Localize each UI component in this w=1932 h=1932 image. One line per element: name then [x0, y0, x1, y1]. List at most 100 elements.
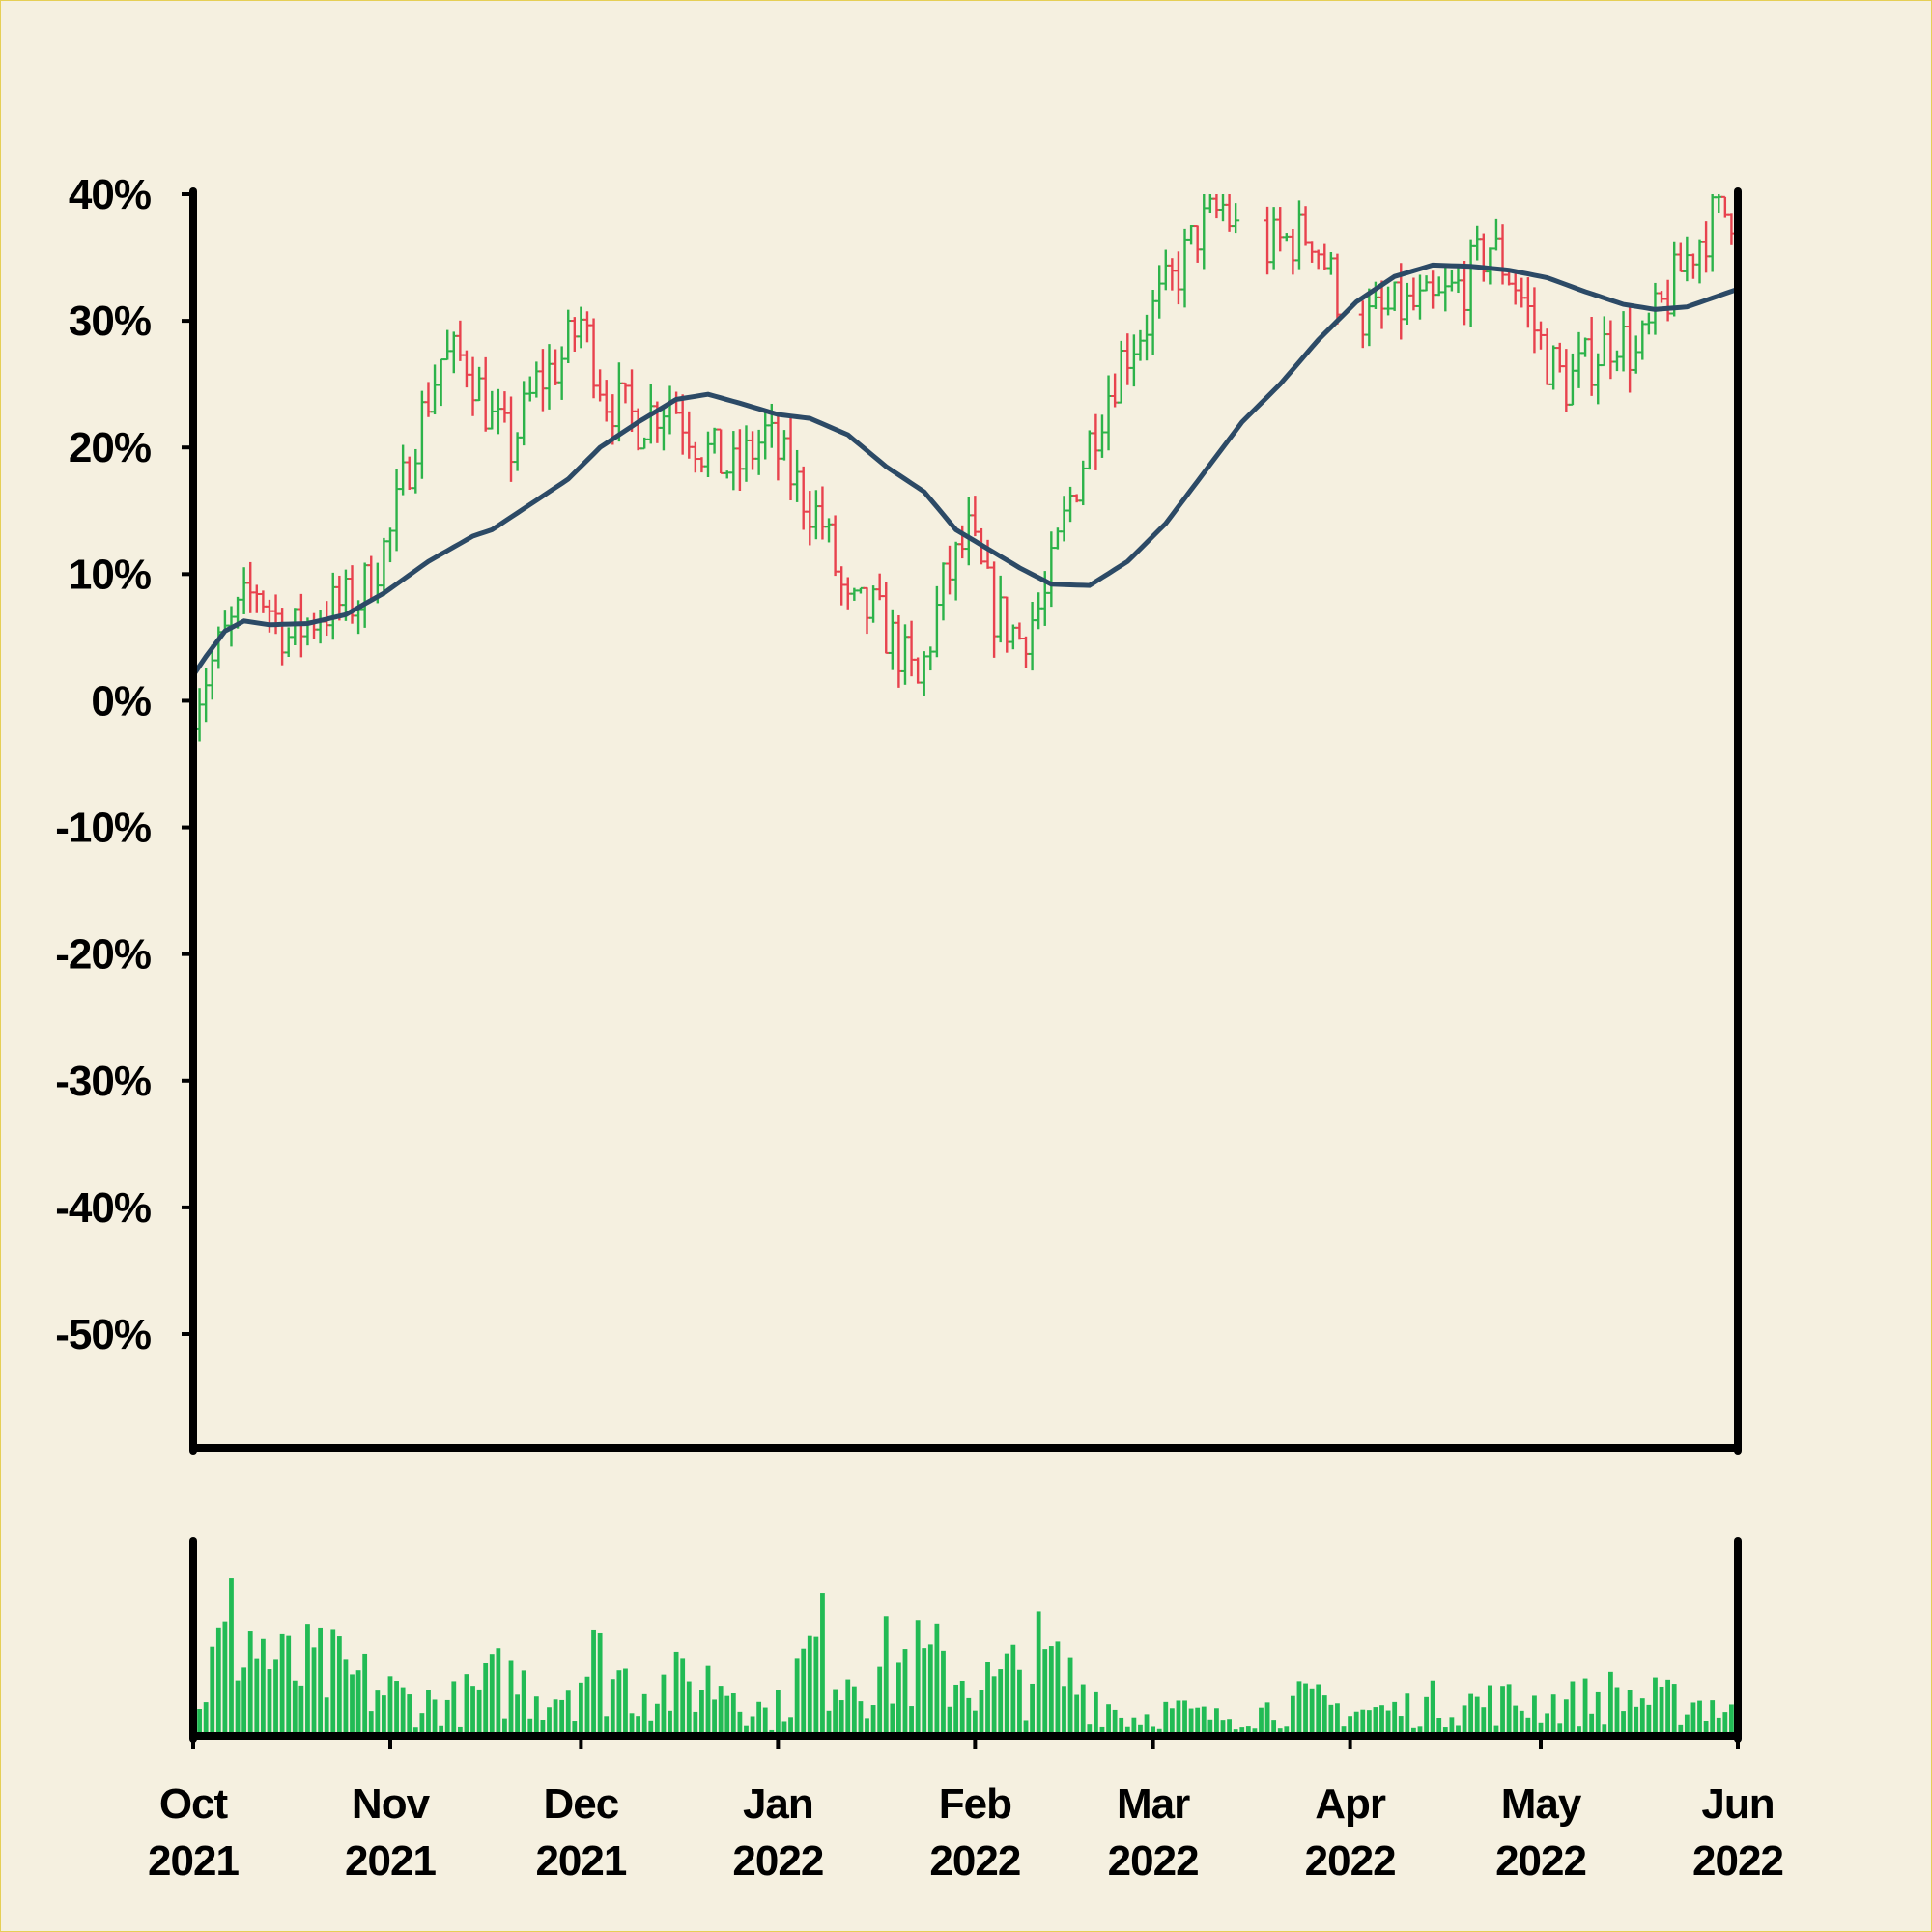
volume-bar	[654, 1703, 660, 1734]
volume-bar	[693, 1711, 698, 1734]
ohlc-bar	[1390, 281, 1399, 311]
ohlc-bar	[996, 575, 1005, 643]
ohlc-bar	[202, 668, 211, 723]
volume-bar	[1366, 1710, 1372, 1734]
ohlc-bar	[1600, 316, 1608, 367]
y-tick-label: -50%	[55, 1311, 151, 1358]
ohlc-bar	[469, 356, 477, 416]
ohlc-bar	[1136, 329, 1145, 361]
x-tick-year: 2022	[1495, 1837, 1586, 1885]
ohlc-bar	[1097, 414, 1106, 458]
volume-bar	[1659, 1686, 1664, 1734]
volume-bar	[1462, 1705, 1467, 1734]
volume-bar	[1017, 1669, 1022, 1734]
volume-bar	[1138, 1724, 1143, 1734]
volume-bar	[439, 1725, 444, 1734]
volume-bar	[375, 1690, 381, 1734]
x-tick-year: 2021	[345, 1837, 436, 1885]
volume-bar	[1653, 1677, 1658, 1734]
volume-bar	[451, 1681, 457, 1734]
volume-bar	[1093, 1691, 1098, 1734]
volume-bar	[1341, 1726, 1347, 1734]
ohlc-bar	[1301, 206, 1310, 246]
volume-bar	[801, 1648, 807, 1734]
volume-bar	[807, 1635, 812, 1734]
ohlc-bar	[1466, 239, 1475, 327]
volume-bar	[1729, 1704, 1734, 1734]
x-axis-ticks: Oct 2021 Nov 2021 Dec 2021 Jan 2022 Feb 2022 Mar 20…	[148, 1736, 1784, 1885]
volume-bar	[724, 1695, 730, 1734]
ohlc-bar	[907, 620, 916, 677]
y-tick-label: 40%	[69, 171, 151, 218]
ohlc-bar	[392, 469, 401, 552]
volume-bar	[1220, 1720, 1226, 1734]
volume-bar	[305, 1624, 310, 1734]
volume-bar	[1500, 1686, 1505, 1734]
volume-bar	[197, 1709, 202, 1734]
ohlc-bar	[786, 417, 795, 501]
ohlc-bar	[360, 562, 369, 628]
price-panel: 40% 30% 20% 10% 0% -10% -20% -30% -40% -50%	[55, 171, 1742, 1455]
ohlc-bar	[1683, 236, 1691, 282]
volume-bar	[1201, 1706, 1207, 1734]
ohlc-bar	[1606, 320, 1615, 380]
volume-bar	[838, 1700, 844, 1734]
volume-bar	[998, 1669, 1004, 1734]
volume-bar	[1545, 1713, 1549, 1734]
ohlc-bar	[932, 585, 941, 658]
volume-bar	[578, 1682, 583, 1734]
ohlc-bar	[1415, 274, 1424, 320]
ohlc-bar	[1003, 596, 1011, 653]
ohlc-bar	[1206, 194, 1214, 213]
y-tick-label: 20%	[69, 424, 151, 471]
volume-bar	[1373, 1707, 1378, 1734]
volume-bar	[318, 1627, 324, 1734]
volume-bar	[1233, 1729, 1238, 1734]
volume-bar	[1074, 1694, 1080, 1734]
volume-bar	[1595, 1691, 1601, 1734]
volume-bar	[769, 1729, 775, 1734]
ohlc-bar	[488, 390, 497, 430]
ohlc-bar	[405, 456, 413, 491]
volume-bar	[1532, 1695, 1537, 1734]
ohlc-bar	[1321, 243, 1329, 270]
volume-bar	[591, 1629, 596, 1734]
ohlc-bar	[811, 490, 820, 540]
volume-bar	[1722, 1712, 1728, 1734]
volume-bar	[286, 1635, 292, 1734]
volume-bar	[1550, 1694, 1556, 1734]
volume-bar	[533, 1696, 539, 1734]
ohlc-bar	[1447, 270, 1456, 292]
volume-bar	[476, 1689, 482, 1734]
volume-bar	[1106, 1704, 1111, 1734]
volume-bar	[247, 1631, 253, 1734]
volume-bar	[1589, 1713, 1595, 1734]
volume-bar	[229, 1578, 234, 1734]
volume-bar	[1570, 1681, 1576, 1734]
ohlc-bar	[1174, 251, 1182, 305]
volume-bar	[730, 1693, 736, 1734]
ohlc-bar	[443, 329, 452, 361]
volume-bar	[1690, 1702, 1696, 1734]
volume-bar	[953, 1684, 959, 1734]
volume-bar	[254, 1658, 260, 1734]
ohlc-bar	[1168, 258, 1177, 291]
ohlc-bar	[1015, 622, 1024, 640]
volume-bar	[215, 1627, 221, 1734]
volume-bar	[851, 1686, 857, 1734]
ohlc-bar	[1143, 314, 1151, 361]
volume-bar	[1665, 1679, 1671, 1734]
ohlc-bar	[1518, 277, 1526, 308]
volume-bar	[1239, 1727, 1245, 1734]
volume-bar	[699, 1690, 704, 1734]
volume-bar	[947, 1706, 952, 1734]
ohlc-bar	[1035, 592, 1043, 630]
ohlc-bar	[328, 572, 337, 640]
x-tick-year: 2021	[148, 1837, 239, 1885]
ohlc-bar	[659, 406, 668, 451]
ohlc-bar	[577, 306, 585, 349]
volume-bar	[1525, 1717, 1531, 1734]
ohlc-bar	[920, 651, 928, 696]
volume-bar	[1353, 1711, 1359, 1734]
volume-bar	[1131, 1717, 1137, 1734]
